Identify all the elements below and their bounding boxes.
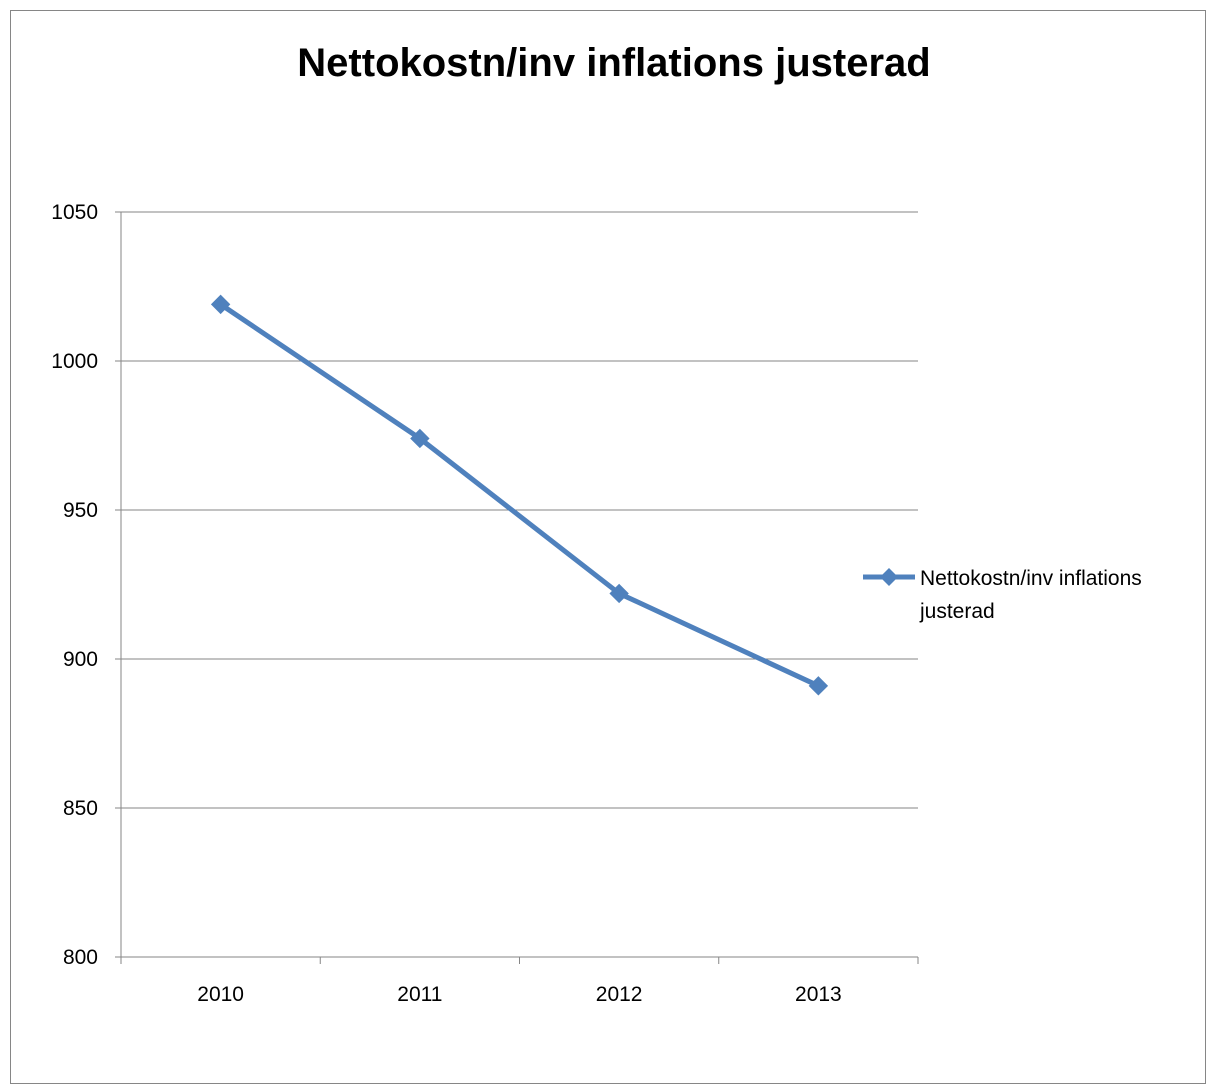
x-tick-label-2012: 2012	[596, 983, 643, 1006]
gridlines	[121, 211, 918, 809]
y-tick-label-1050: 1050	[51, 201, 98, 224]
y-tick-label-900: 900	[63, 648, 98, 671]
y-axis-ticks: 800 850 900 950 1000 1050	[51, 201, 121, 969]
data-point-2013	[808, 676, 829, 696]
axes	[120, 212, 918, 958]
series-line-0	[218, 301, 821, 689]
legend: Nettokostn/inv inflations justerad	[863, 567, 1142, 623]
chart-area	[10, 10, 1206, 1084]
data-point-2012	[609, 583, 629, 604]
x-tick-label-2010: 2010	[197, 983, 244, 1006]
legend-label-line-0: Nettokostn/inv inflations	[920, 567, 1142, 590]
y-tick-label-850: 850	[63, 797, 98, 820]
y-tick-label-800: 800	[63, 946, 98, 969]
x-tick-label-2013: 2013	[795, 983, 842, 1006]
y-tick-label-1000: 1000	[51, 350, 98, 373]
chart-title: Nettokostn/inv inflations justerad	[297, 41, 930, 85]
x-tick-label-2011: 2011	[397, 983, 442, 1006]
series-group	[210, 294, 829, 696]
y-tick-label-950: 950	[63, 499, 98, 522]
data-point-2010	[210, 294, 231, 315]
x-axis-ticks: 2010 2011 2012 2013	[120, 957, 919, 1006]
data-point-2011	[410, 428, 430, 449]
legend-marker	[880, 568, 898, 586]
legend-label-line-1: justerad	[919, 600, 995, 623]
